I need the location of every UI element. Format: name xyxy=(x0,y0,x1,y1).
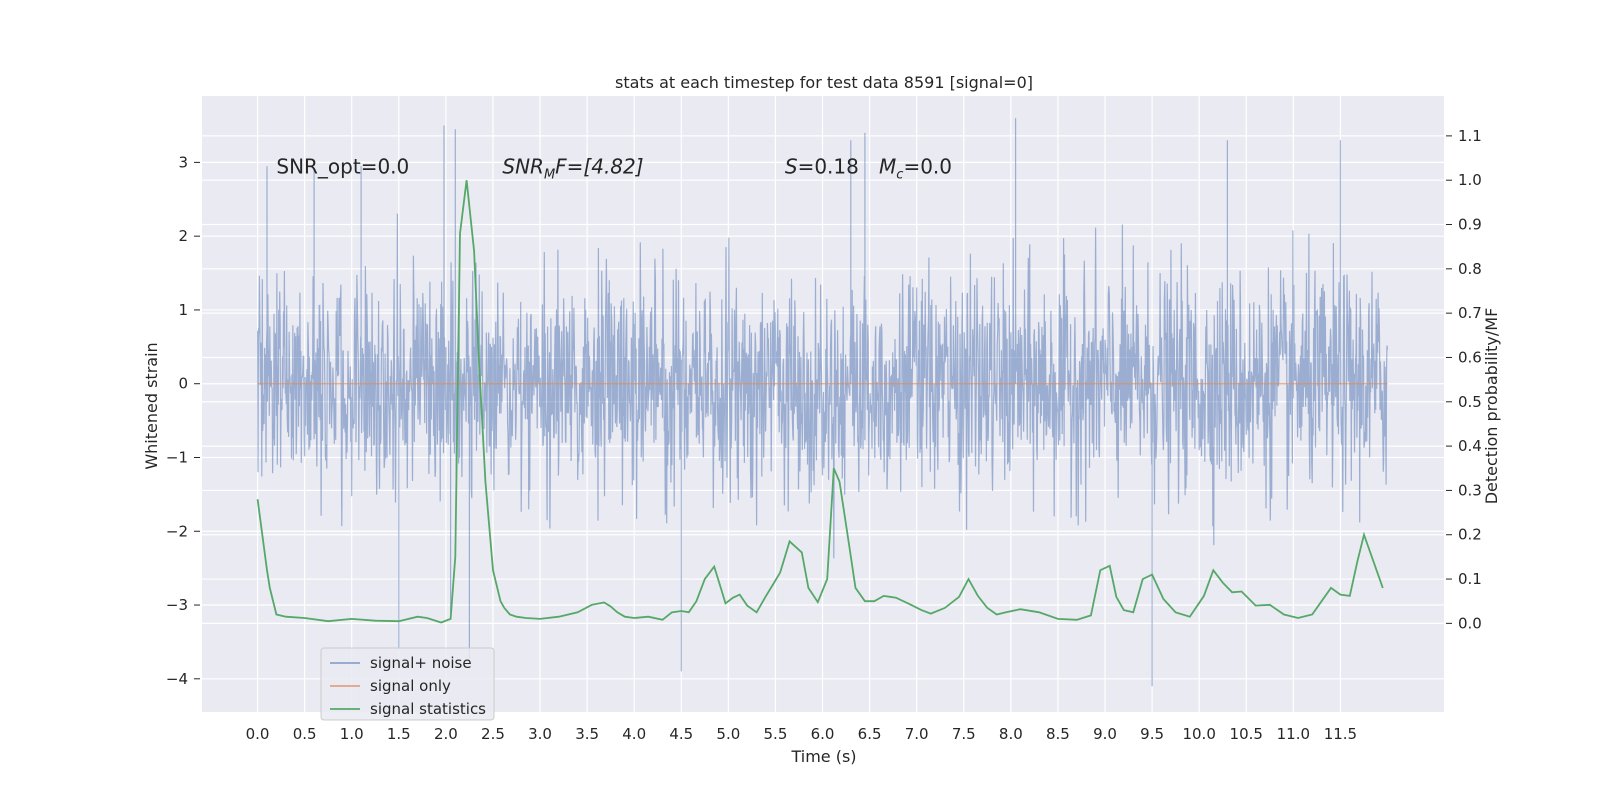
chart-title: stats at each timestep for test data 859… xyxy=(615,73,1033,92)
y2-tick-label: 0.2 xyxy=(1458,526,1482,544)
y2-tick-label: 0.9 xyxy=(1458,216,1482,234)
x-tick-label: 3.5 xyxy=(575,725,599,743)
y2-tick-label: 0.6 xyxy=(1458,348,1482,366)
annotation-main: S xyxy=(785,154,798,178)
x-tick-label: 10.5 xyxy=(1230,725,1263,743)
y2-tick-label: 1.1 xyxy=(1458,127,1482,145)
signal-statistics-line xyxy=(256,180,1384,624)
legend-label: signal only xyxy=(370,677,451,695)
legend-label: signal+ noise xyxy=(370,654,472,672)
annotation-subscript: M xyxy=(544,167,555,182)
y2-tick-label: 0.4 xyxy=(1458,437,1482,455)
annotation: Mc=0.0 xyxy=(879,154,952,182)
x-tick-label: 7.5 xyxy=(952,725,976,743)
y-tick-label: 2 xyxy=(178,227,188,245)
x-tick-label: 0.0 xyxy=(246,725,270,743)
annotation-subscript: c xyxy=(896,167,903,182)
annotation: S=0.18 xyxy=(785,154,859,178)
x-tick-label: 1.0 xyxy=(340,725,364,743)
legend-label: signal statistics xyxy=(370,700,486,718)
y-tick-label: −2 xyxy=(166,522,188,540)
annotation: SNR_opt=0.0 xyxy=(276,154,409,178)
x-tick-label: 0.5 xyxy=(293,725,317,743)
y2-tick-label: 0.0 xyxy=(1458,614,1482,632)
x-tick-label: 8.0 xyxy=(999,725,1023,743)
x-tick-label: 9.0 xyxy=(1093,725,1117,743)
y2-tick-label: 0.5 xyxy=(1458,393,1482,411)
legend-box xyxy=(320,647,495,721)
y2-tick-label: 0.1 xyxy=(1458,570,1482,588)
x-tick-label: 4.5 xyxy=(669,725,693,743)
x-axis-label: Time (s) xyxy=(790,747,856,766)
x-tick-label: 10.0 xyxy=(1182,725,1215,743)
x-tick-label: 6.5 xyxy=(858,725,882,743)
x-tick-label: 5.0 xyxy=(716,725,740,743)
y2-axis-label: Detection probability/MF xyxy=(1482,308,1501,505)
legend: signal+ noise signal only signal statistic… xyxy=(320,647,495,721)
x-tick-label: 3.0 xyxy=(528,725,552,743)
tick-layer: 0.0 0.5 1.0 1.5 2.0 2.5 3.0 3.5 4.0 4.5 5.0 5.5 6.0 6… xyxy=(166,127,1482,743)
y2-tick-label: 0.7 xyxy=(1458,304,1482,322)
x-tick-label: 4.0 xyxy=(622,725,646,743)
x-tick-label: 9.5 xyxy=(1140,725,1164,743)
y-tick-label: 1 xyxy=(178,301,188,319)
x-tick-label: 5.5 xyxy=(764,725,788,743)
annotation-main: M xyxy=(879,154,896,178)
x-tick-label: 2.0 xyxy=(434,725,458,743)
x-tick-label: 1.5 xyxy=(387,725,411,743)
y-tick-label: 0 xyxy=(178,375,188,393)
x-tick-label: 11.5 xyxy=(1324,725,1357,743)
y2-tick-label: 0.3 xyxy=(1458,481,1482,499)
annotations: SNR_opt=0.0 SNRMF=[4.82] S=0.18 Mc=0.0 xyxy=(276,154,952,182)
annotation-main: SNR xyxy=(502,154,544,178)
y-tick-label: −4 xyxy=(166,670,188,688)
y2-tick-label: 0.8 xyxy=(1458,260,1482,278)
y-tick-label: −3 xyxy=(166,596,188,614)
signal-noise-trace xyxy=(257,118,1389,687)
x-tick-label: 2.5 xyxy=(481,725,505,743)
annotation: SNRMF=[4.82] xyxy=(502,154,643,182)
annotation-suffix: =0.18 xyxy=(798,154,859,178)
y2-tick-label: 1.0 xyxy=(1458,171,1482,189)
annotation-suffix: F=[4.82] xyxy=(555,154,643,178)
x-tick-label: 11.0 xyxy=(1277,725,1310,743)
y-tick-label: −1 xyxy=(166,448,188,466)
y-axis-label: Whitened strain xyxy=(142,342,161,469)
annotation-main: SNR_opt=0.0 xyxy=(276,154,409,178)
annotation-suffix: =0.0 xyxy=(903,154,952,178)
y-tick-label: 3 xyxy=(178,153,188,171)
series-layer xyxy=(256,118,1389,687)
x-tick-label: 8.5 xyxy=(1046,725,1070,743)
x-tick-label: 7.0 xyxy=(905,725,929,743)
x-tick-label: 6.0 xyxy=(811,725,835,743)
